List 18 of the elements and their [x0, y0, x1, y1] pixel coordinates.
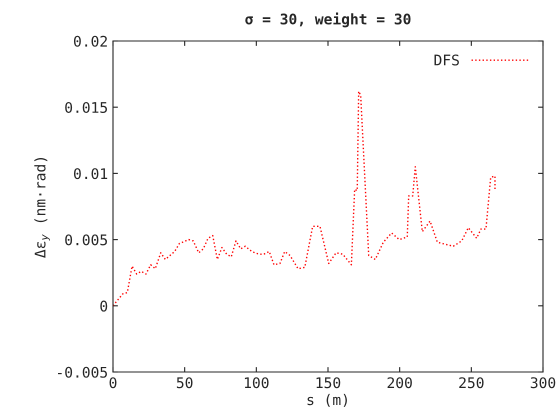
y-tick-label: 0.005 [65, 234, 107, 246]
y-tick-label: 0.01 [74, 168, 108, 180]
line-series [113, 90, 496, 306]
x-tick-label: 250 [459, 377, 484, 388]
y-tick-label: 0.02 [74, 36, 107, 47]
y-tick-label: -0.005 [58, 366, 107, 378]
x-tick-label: 300 [530, 377, 556, 388]
x-tick-label: 150 [316, 377, 340, 388]
x-tick-label: 50 [176, 377, 192, 388]
x-axis-title: s (m) [308, 394, 347, 407]
y-tick-label: 0.015 [65, 102, 107, 113]
y-tick-label: 0 [100, 300, 108, 312]
legend-label: DFS [434, 54, 459, 66]
x-tick-label: 100 [244, 377, 269, 388]
y-axis-title: Δε$_{y}$ (nm·rad) [34, 158, 50, 258]
x-tick-label: 0 [110, 377, 116, 388]
chart-title: σ = 30, weight = 30 [245, 12, 411, 28]
x-tick-label: 200 [388, 377, 412, 388]
